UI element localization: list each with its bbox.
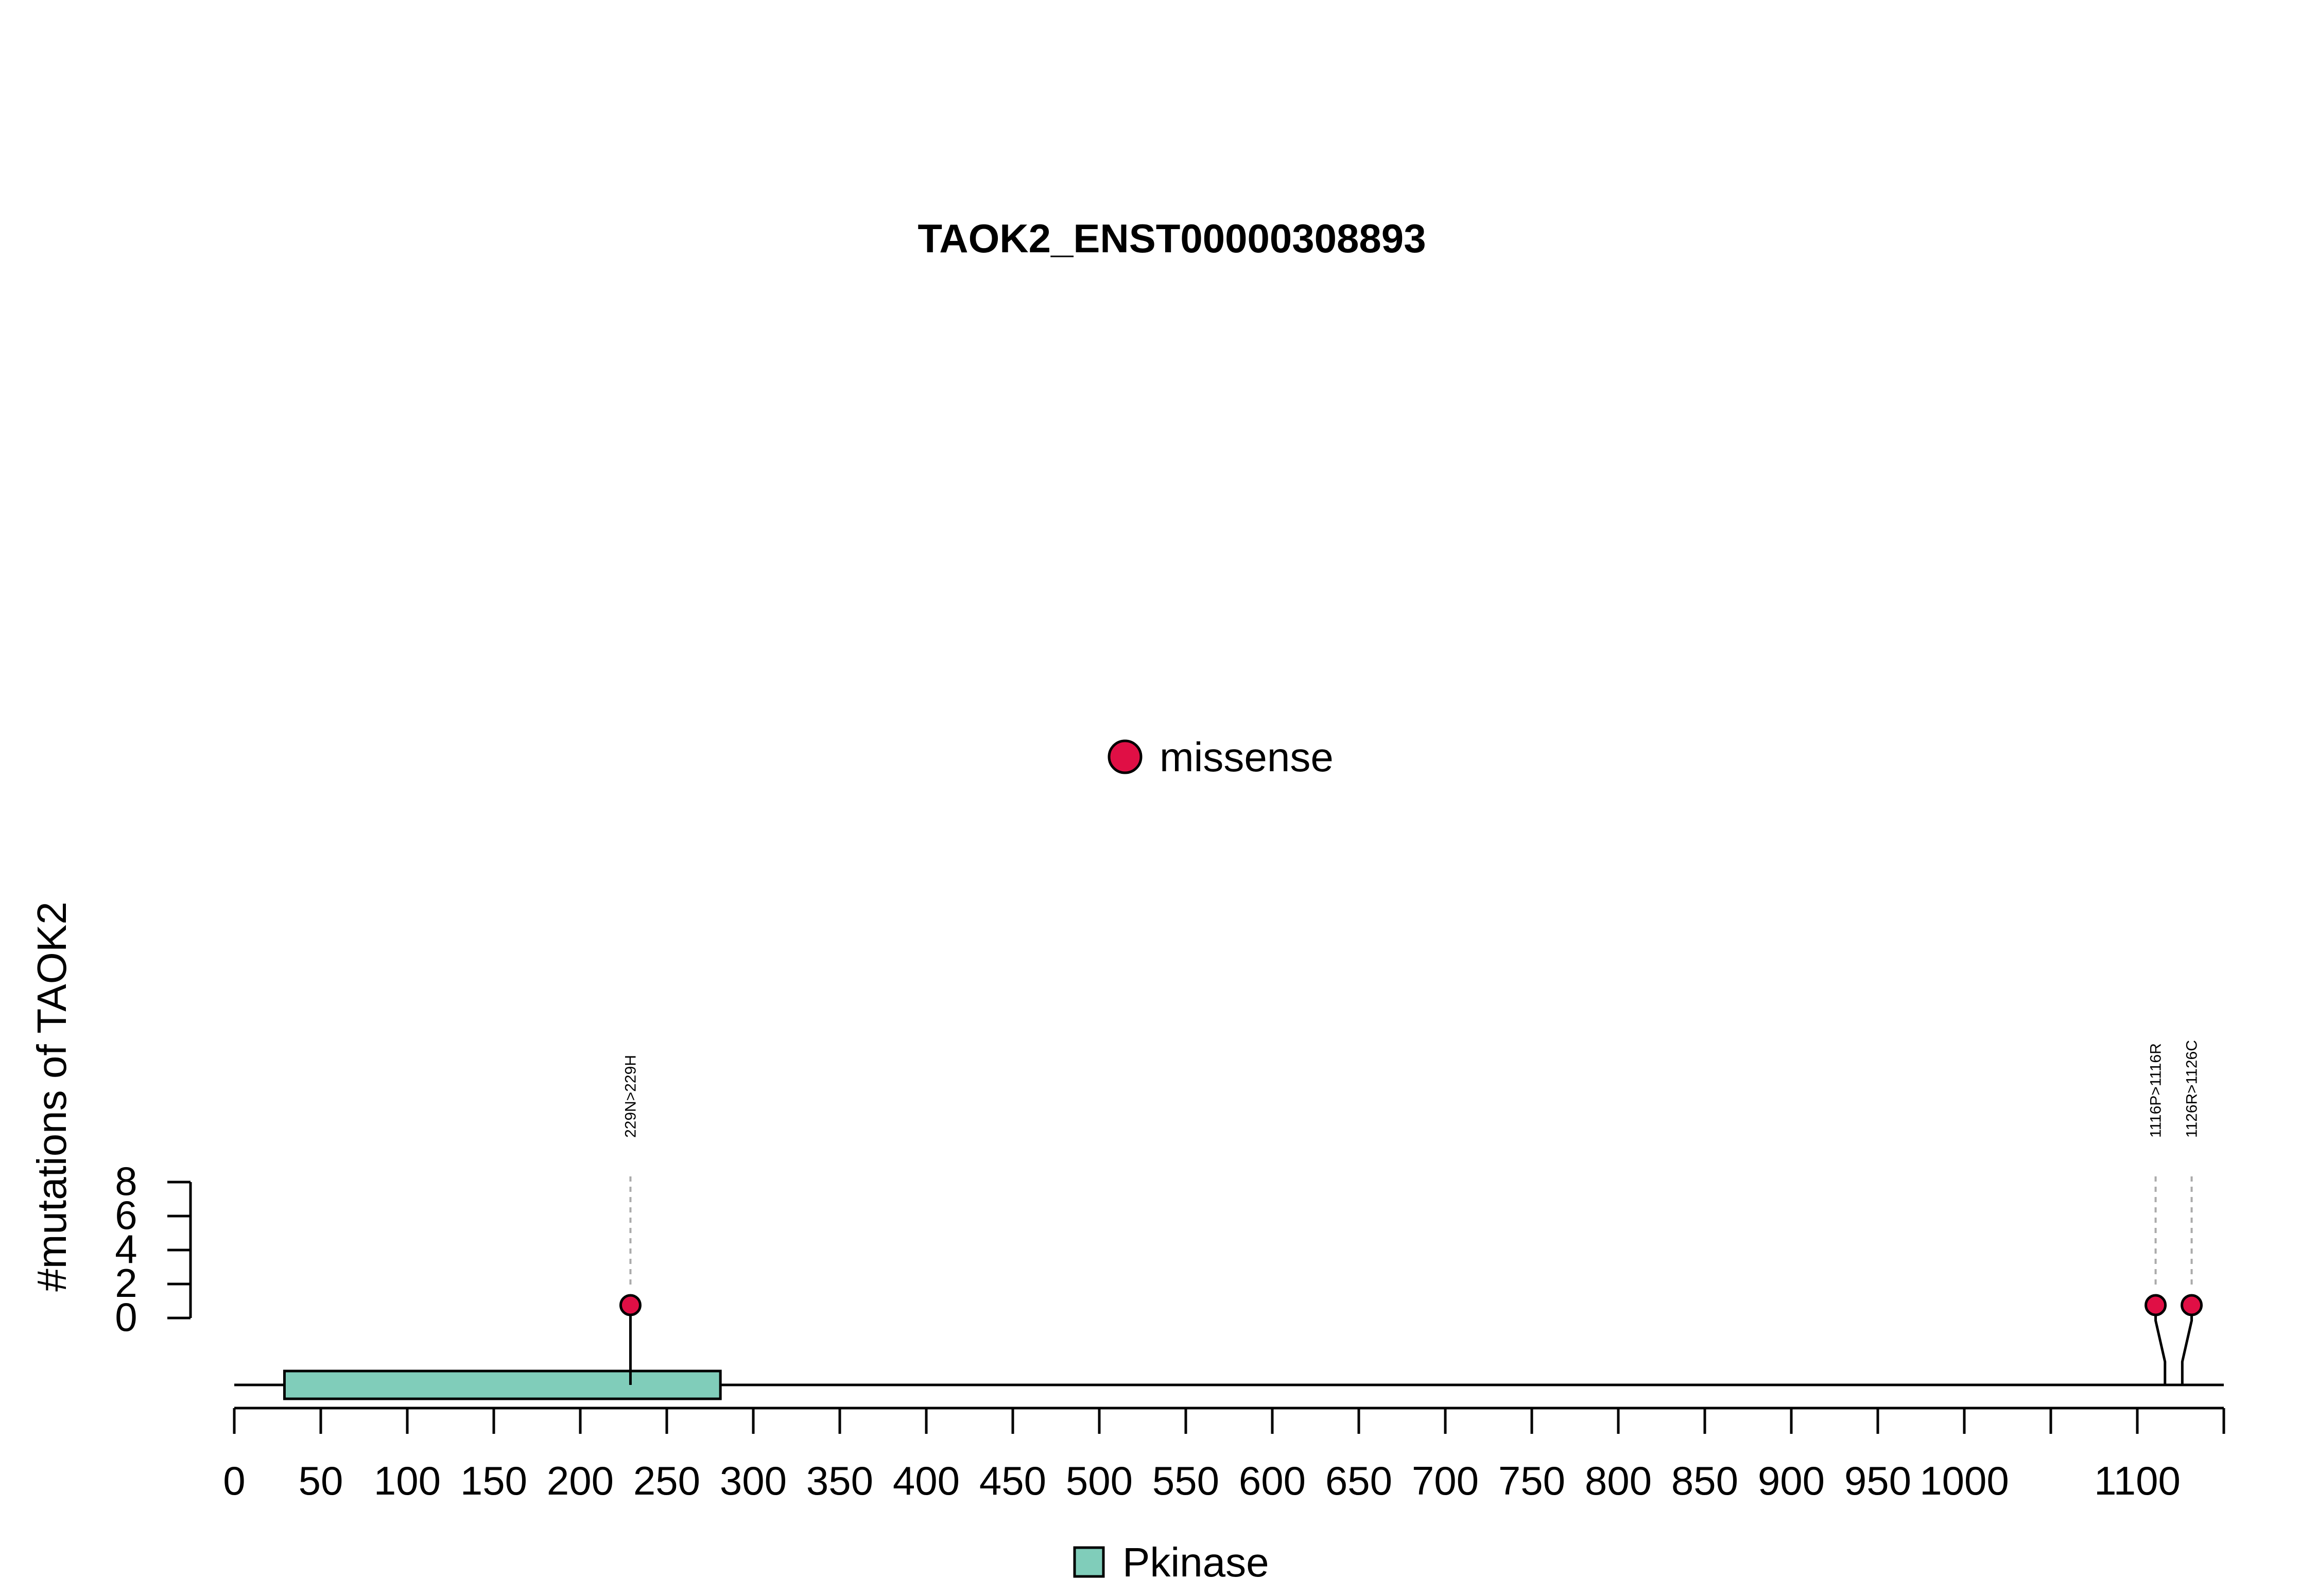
x-tick-label: 800 <box>1585 1458 1652 1503</box>
legend-pkinase-label: Pkinase <box>1122 1539 1269 1585</box>
x-tick-label: 550 <box>1152 1458 1219 1503</box>
x-axis: 0 50 100 150 200 250 300 350 400 450 500 550 600 650 7… <box>223 1407 2225 1503</box>
x-tick-label: 400 <box>893 1458 960 1503</box>
y-tick-label: 2 <box>115 1260 137 1306</box>
legend-mutation: missense <box>1108 734 1334 780</box>
x-tick-label: 200 <box>547 1458 614 1503</box>
x-tick-label: 250 <box>633 1458 700 1503</box>
x-tick-label: 300 <box>720 1458 787 1503</box>
mutation-label: 229N>229H <box>622 1055 639 1138</box>
legend-missense-label: missense <box>1160 734 1334 780</box>
mutation-1116P-1116R: 1116P>1116R <box>2145 1043 2167 1385</box>
y-tick-label: 8 <box>115 1158 137 1204</box>
domain-pkinase <box>283 1369 722 1400</box>
domain-layer <box>283 1369 722 1400</box>
legend-missense-dot <box>1108 739 1143 774</box>
mutation-head <box>2181 1294 2203 1316</box>
mutation-label: 1116P>1116R <box>2148 1043 2165 1138</box>
x-tick-label: 600 <box>1239 1458 1306 1503</box>
x-tick-label: 650 <box>1325 1458 1392 1503</box>
legend-domain: Pkinase <box>1073 1539 1269 1585</box>
legend-pkinase-swatch <box>1073 1546 1105 1578</box>
x-tick-label: 500 <box>1066 1458 1133 1503</box>
chart-title: TAOK2_ENST00000308893 <box>918 216 1426 261</box>
x-tick-label: 900 <box>1758 1458 1825 1503</box>
mutation-head <box>619 1294 642 1316</box>
y-tick-label: 4 <box>115 1226 137 1272</box>
x-tick-label: 850 <box>1671 1458 1738 1503</box>
x-tick-label: 700 <box>1412 1458 1479 1503</box>
y-axis-label: #mutations of TAOK2 <box>29 901 75 1291</box>
x-tick-label: 50 <box>299 1458 343 1503</box>
mutation-1126R-1126C: 1126R>1126C <box>2181 1040 2203 1385</box>
mutation-head <box>2145 1294 2167 1316</box>
mutation-layer: 229N>229H 1116P>1116R 1126R>1126C <box>619 1040 2203 1385</box>
x-tick-label: 350 <box>806 1458 873 1503</box>
y-tick-label: 6 <box>115 1192 137 1238</box>
y-tick-label: 0 <box>115 1294 137 1340</box>
x-tick-label: 450 <box>979 1458 1046 1503</box>
x-tick-label: 0 <box>223 1458 245 1503</box>
x-tick-label: 1000 <box>1920 1458 2009 1503</box>
mutation-229N-229H: 229N>229H <box>619 1055 642 1385</box>
x-tick-label: 1100 <box>2094 1458 2181 1503</box>
x-tick-label: 150 <box>460 1458 527 1503</box>
x-tick-label: 100 <box>374 1458 441 1503</box>
mutation-stem <box>2154 1305 2167 1385</box>
x-tick-label: 950 <box>1844 1458 1911 1503</box>
mutation-stem <box>2181 1305 2193 1385</box>
x-tick-label: 750 <box>1498 1458 1565 1503</box>
mutation-label: 1126R>1126C <box>2184 1040 2201 1138</box>
